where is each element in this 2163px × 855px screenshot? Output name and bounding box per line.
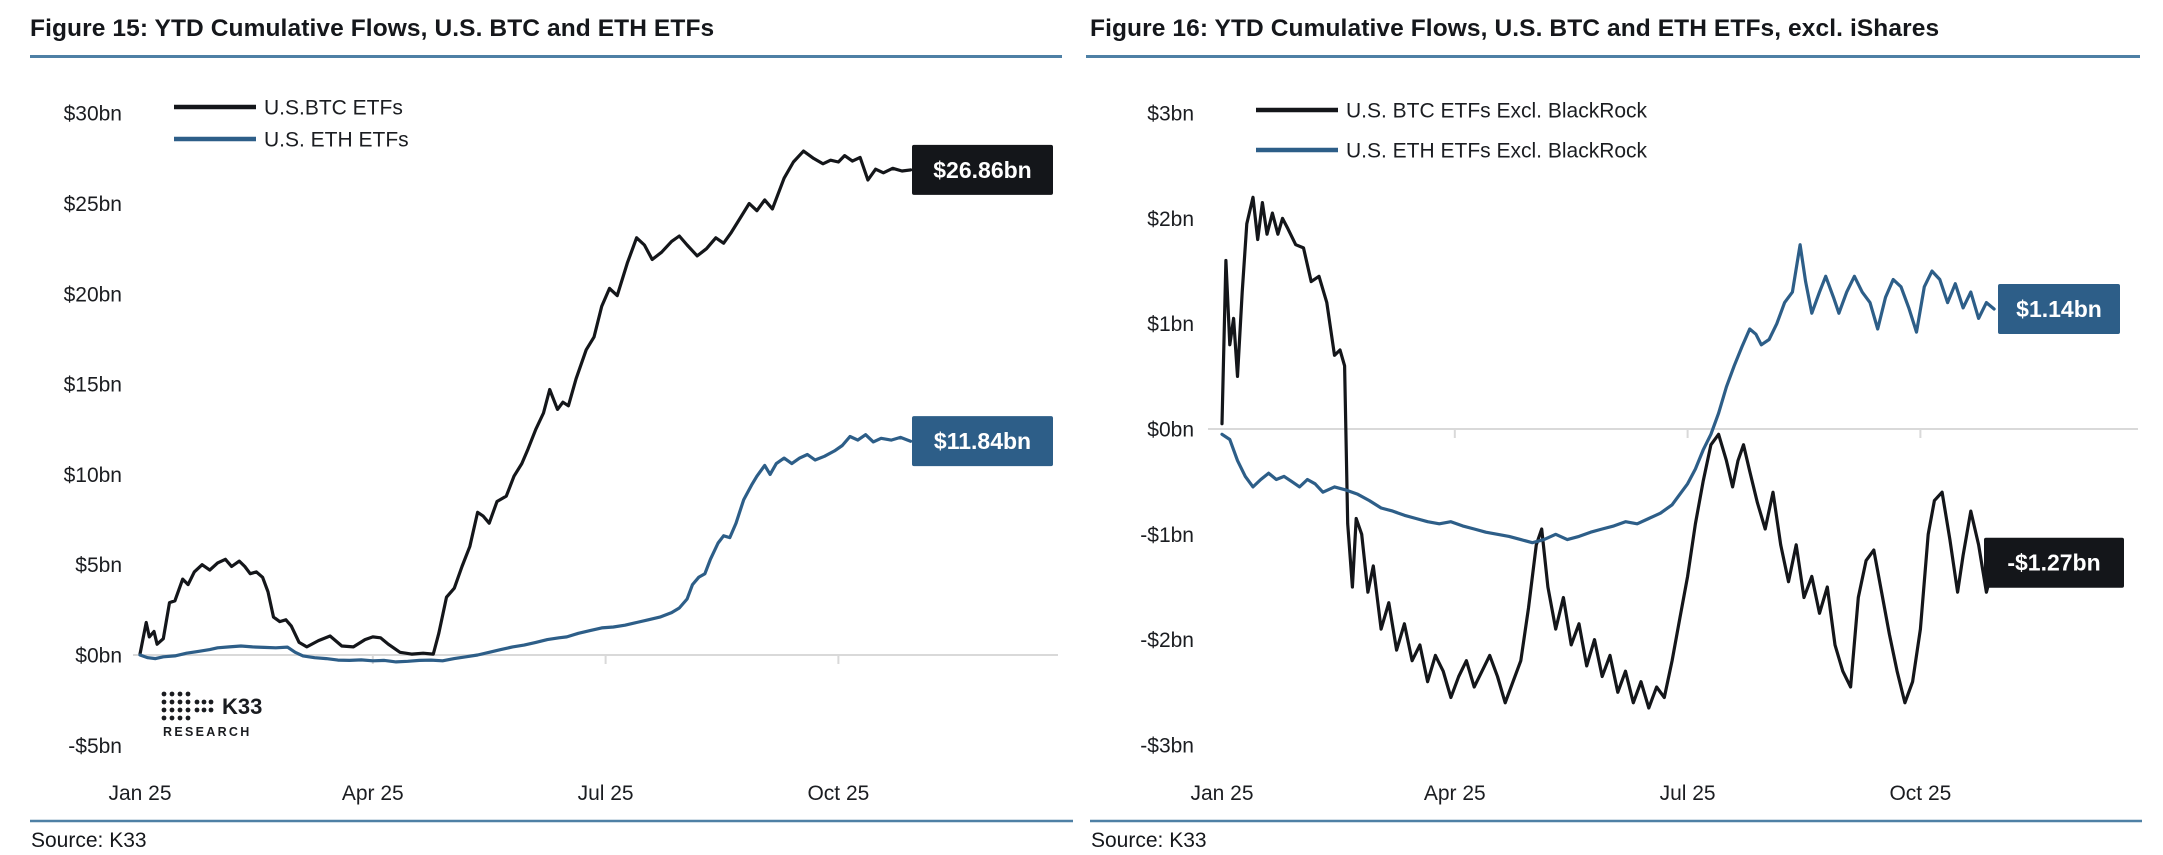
x-axis-label: Oct 25 bbox=[807, 782, 869, 805]
legend-label: U.S.BTC ETFs bbox=[264, 97, 403, 120]
y-axis-label: -$5bn bbox=[68, 735, 122, 758]
y-axis-label: -$2bn bbox=[1140, 629, 1194, 652]
x-axis-label: Jan 25 bbox=[1190, 782, 1253, 805]
logo-dot bbox=[161, 707, 167, 713]
y-axis-label: $25bn bbox=[64, 193, 122, 216]
end-value-box bbox=[1998, 283, 2120, 334]
figure-16-source-text: Source: K33 bbox=[1091, 829, 1207, 852]
k33-research-logo: K33 RESEARCH bbox=[161, 691, 262, 739]
y-axis-label: $15bn bbox=[64, 374, 122, 397]
logo-brand: K33 bbox=[222, 694, 262, 719]
end-value-label: $1.14bn bbox=[2016, 296, 2102, 322]
y-axis-label: $30bn bbox=[64, 103, 122, 126]
y-axis-label: $2bn bbox=[1147, 208, 1194, 231]
figure-16-chart: $3bn $2bn $1bn $0bn -$1bn -$2bn -$3bn Jan 25 Apr… bbox=[1090, 100, 2142, 823]
logo-dot bbox=[185, 699, 191, 705]
end-value-label: -$1.27bn bbox=[2007, 550, 2100, 576]
series-line-btc bbox=[138, 149, 913, 656]
end-value-label: $11.84bn bbox=[934, 428, 1031, 454]
logo-dot bbox=[201, 707, 207, 713]
logo-dot bbox=[208, 699, 214, 705]
logo-dot bbox=[185, 707, 191, 713]
series-line-btc bbox=[1220, 195, 1996, 710]
logo-dot bbox=[194, 707, 200, 713]
y-axis-label: $0bn bbox=[1147, 419, 1194, 442]
x-axis-label: Oct 25 bbox=[1889, 782, 1951, 805]
logo-dot bbox=[169, 715, 175, 721]
legend-label: U.S. ETH ETFs bbox=[264, 129, 409, 152]
logo-dot bbox=[201, 699, 207, 705]
y-axis-label: -$1bn bbox=[1140, 524, 1194, 547]
y-axis-label: $10bn bbox=[64, 464, 122, 487]
series-line-eth bbox=[1220, 243, 1996, 545]
figure-15-title: Figure 15: YTD Cumulative Flows, U.S. BT… bbox=[30, 15, 715, 42]
logo-dot bbox=[208, 707, 214, 713]
logo-dot bbox=[161, 715, 167, 721]
legend-label: U.S. BTC ETFs Excl. BlackRock bbox=[1346, 100, 1648, 123]
logo-dot bbox=[161, 699, 167, 705]
logo-sub: RESEARCH bbox=[163, 725, 252, 739]
figure-15-title-underline bbox=[30, 55, 1062, 58]
logo-dot bbox=[169, 691, 175, 697]
figure-16-panel: Figure 16: YTD Cumulative Flows, U.S. BT… bbox=[1086, 0, 2163, 855]
x-axis-label: Apr 25 bbox=[342, 782, 404, 805]
logo-dot bbox=[161, 691, 167, 697]
x-axis-label: Jul 25 bbox=[578, 782, 634, 805]
figure-15-source-text: Source: K33 bbox=[31, 829, 147, 852]
logo-dot bbox=[169, 707, 175, 713]
y-axis-label: $20bn bbox=[64, 283, 122, 306]
y-axis-label: $1bn bbox=[1147, 313, 1194, 336]
y-axis-label: $0bn bbox=[75, 645, 122, 668]
logo-dot bbox=[185, 691, 191, 697]
end-value-label: $26.86bn bbox=[933, 157, 1031, 183]
logo-dot bbox=[177, 715, 183, 721]
logo-dot bbox=[177, 707, 183, 713]
legend-label: U.S. ETH ETFs Excl. BlackRock bbox=[1346, 140, 1648, 163]
logo-dot bbox=[177, 691, 183, 697]
y-axis-label: $5bn bbox=[75, 554, 122, 577]
figure-15-panel: Figure 15: YTD Cumulative Flows, U.S. BT… bbox=[30, 0, 1086, 855]
figure-15-chart: $30bn $25bn $20bn $15bn $10bn $5bn $0bn -$5bn Ja… bbox=[30, 97, 1073, 823]
end-value-box bbox=[912, 144, 1053, 195]
x-axis-label: Jan 25 bbox=[108, 782, 171, 805]
figure-16-title: Figure 16: YTD Cumulative Flows, U.S. BT… bbox=[1090, 15, 1940, 42]
y-axis-label: -$3bn bbox=[1140, 734, 1194, 757]
logo-dot bbox=[169, 699, 175, 705]
x-axis-label: Jul 25 bbox=[1660, 782, 1716, 805]
logo-dot bbox=[177, 699, 183, 705]
y-axis-label: $3bn bbox=[1147, 103, 1194, 126]
x-axis-label: Apr 25 bbox=[1424, 782, 1486, 805]
figure-16-title-underline bbox=[1086, 55, 2140, 58]
logo-dot bbox=[185, 715, 191, 721]
series-line-eth bbox=[138, 433, 913, 664]
end-value-box bbox=[912, 416, 1053, 467]
end-value-box bbox=[1984, 537, 2124, 588]
logo-dot bbox=[194, 699, 200, 705]
